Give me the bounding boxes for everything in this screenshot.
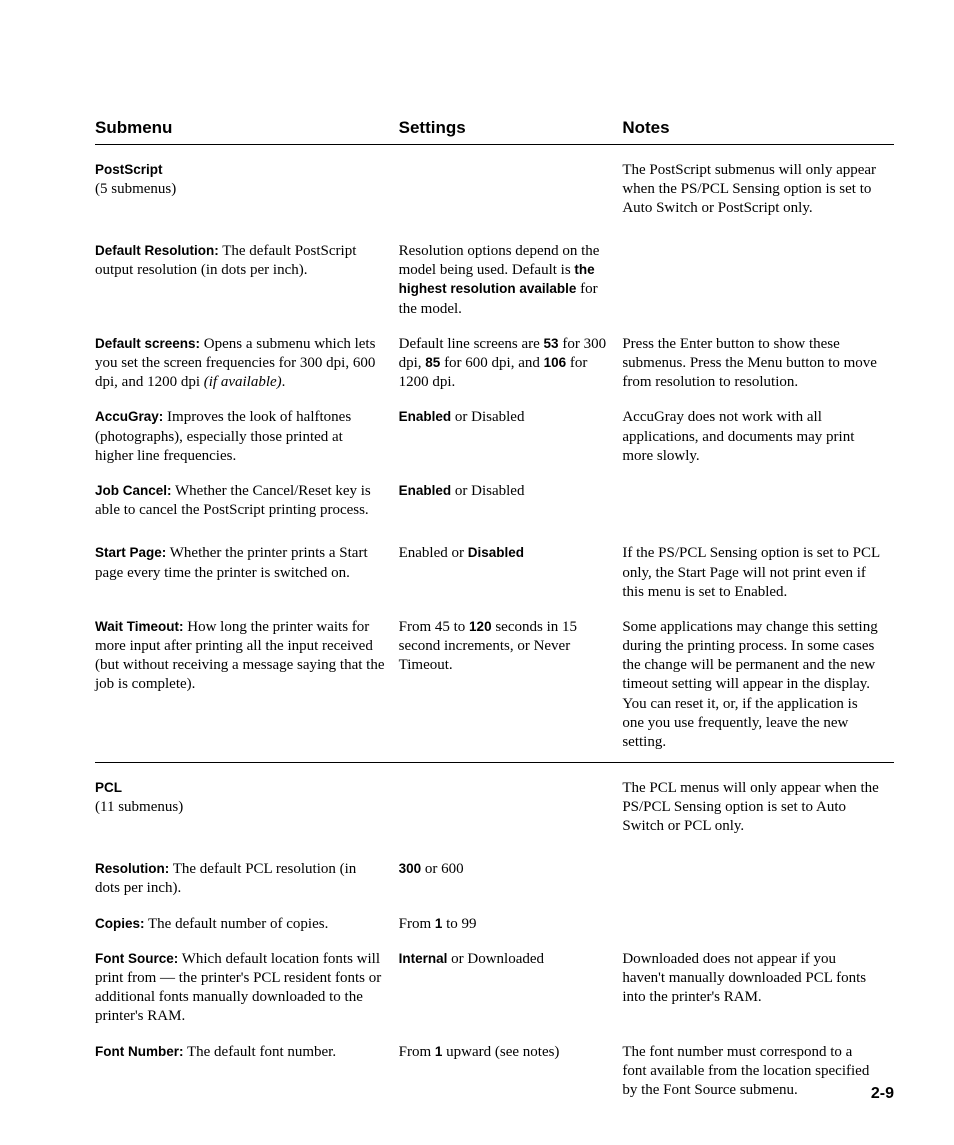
settings-table: Submenu Settings Notes PostScript(5 subm… [95, 118, 894, 1100]
cell-defscreens-submenu: Default screens: Opens a submenu which l… [95, 335, 399, 393]
cell-postscript-notes: The PostScript submenus will only appear… [622, 161, 894, 219]
row-default-screens: Default screens: Opens a submenu which l… [95, 335, 894, 393]
row-font-number: Font Number: The default font number. Fr… [95, 1043, 894, 1101]
cell-fontsource-settings: Internal or Downloaded [399, 950, 623, 1027]
row-accugray: AccuGray: Improves the look of halftones… [95, 408, 894, 466]
row-font-source: Font Source: Which default location font… [95, 950, 894, 1027]
cell-accugray-submenu: AccuGray: Improves the look of halftones… [95, 408, 399, 466]
row-copies: Copies: The default number of copies. Fr… [95, 915, 894, 934]
cell-jobcancel-submenu: Job Cancel: Whether the Cancel/Reset key… [95, 482, 399, 520]
cell-defscreens-settings: Default line screens are 53 for 300 dpi,… [399, 335, 623, 393]
header-notes: Notes [622, 118, 894, 145]
cell-defres-settings: Resolution options depend on the model b… [399, 242, 623, 319]
cell-fontsource-notes: Downloaded does not appear if you haven'… [622, 950, 894, 1027]
cell-fontnumber-submenu: Font Number: The default font number. [95, 1043, 399, 1101]
cell-wait-settings: From 45 to 120 seconds in 15 second incr… [399, 618, 623, 752]
cell-fontnumber-notes: The font number must correspond to a fon… [622, 1043, 894, 1101]
cell-wait-notes: Some applications may change this settin… [622, 618, 894, 752]
cell-resolution-settings: 300 or 600 [399, 860, 623, 898]
row-start-page: Start Page: Whether the printer prints a… [95, 544, 894, 602]
row-job-cancel: Job Cancel: Whether the Cancel/Reset key… [95, 482, 894, 520]
page: Submenu Settings Notes PostScript(5 subm… [0, 0, 954, 1145]
cell-accugray-settings: Enabled or Disabled [399, 408, 623, 466]
cell-fontsource-submenu: Font Source: Which default location font… [95, 950, 399, 1027]
cell-defscreens-notes: Press the Enter button to show these sub… [622, 335, 894, 393]
table-header-row: Submenu Settings Notes [95, 118, 894, 145]
cell-wait-submenu: Wait Timeout: How long the printer waits… [95, 618, 399, 752]
cell-defres-submenu: Default Resolution: The default PostScri… [95, 242, 399, 319]
cell-copies-submenu: Copies: The default number of copies. [95, 915, 399, 934]
row-default-resolution: Default Resolution: The default PostScri… [95, 242, 894, 319]
cell-jobcancel-settings: Enabled or Disabled [399, 482, 623, 520]
cell-postscript-submenu: PostScript(5 submenus) [95, 161, 399, 219]
cell-startpage-submenu: Start Page: Whether the printer prints a… [95, 544, 399, 602]
row-pcl: PCL(11 submenus) The PCL menus will only… [95, 779, 894, 837]
cell-pcl-notes: The PCL menus will only appear when the … [622, 779, 894, 837]
cell-resolution-submenu: Resolution: The default PCL resolution (… [95, 860, 399, 898]
cell-accugray-notes: AccuGray does not work with all applicat… [622, 408, 894, 466]
row-resolution: Resolution: The default PCL resolution (… [95, 860, 894, 898]
header-submenu: Submenu [95, 118, 399, 145]
row-postscript: PostScript(5 submenus) The PostScript su… [95, 161, 894, 219]
cell-pcl-submenu: PCL(11 submenus) [95, 779, 399, 837]
cell-startpage-notes: If the PS/PCL Sensing option is set to P… [622, 544, 894, 602]
row-wait-timeout: Wait Timeout: How long the printer waits… [95, 618, 894, 752]
header-settings: Settings [399, 118, 623, 145]
page-number: 2-9 [871, 1085, 894, 1103]
cell-copies-settings: From 1 to 99 [399, 915, 623, 934]
cell-startpage-settings: Enabled or Disabled [399, 544, 623, 602]
cell-fontnumber-settings: From 1 upward (see notes) [399, 1043, 623, 1101]
